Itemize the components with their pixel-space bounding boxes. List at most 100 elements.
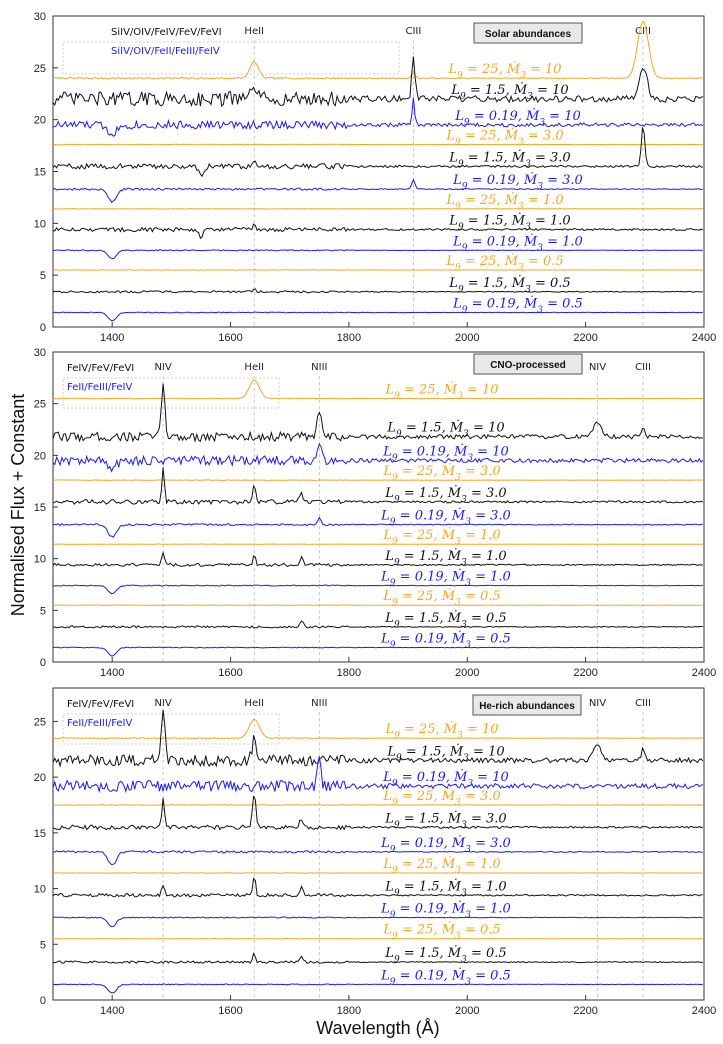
series-label-eq: = xyxy=(471,509,490,524)
series-label-sub: 9 xyxy=(455,263,461,273)
series-label-sub: 3 xyxy=(465,518,471,528)
series-Mdot3-value: 10 xyxy=(488,744,505,759)
series-label-eq: = xyxy=(398,923,417,938)
series-label-sub: 3 xyxy=(525,159,531,169)
series-Mdot3-value: 0.5 xyxy=(562,296,583,311)
series-label-mdot: , Ṁ xyxy=(440,944,462,961)
x-tick-label: 2400 xyxy=(692,1005,716,1017)
series-Mdot3-value: 3.0 xyxy=(562,173,583,188)
series-label-sub: 3 xyxy=(455,866,461,876)
spectrum-line xyxy=(52,516,703,538)
panel-title: CNO-processed xyxy=(490,360,566,371)
series-label: L9 = 1.5, Ṁ3 = 1.0 xyxy=(448,212,570,233)
series-label-mdot: , Ṁ xyxy=(496,191,518,208)
legend-line-2: SiIV/OIV/FeII/FeIII/FeIV xyxy=(111,46,220,57)
series-label: L9 = 0.19, Ṁ3 = 10 xyxy=(382,443,509,464)
series-label-sub: 9 xyxy=(394,392,400,402)
series-label-eq: = xyxy=(467,879,486,894)
x-tick-label: 1800 xyxy=(337,667,361,679)
series-label-mdot: , Ṁ xyxy=(436,720,458,737)
series-label-eq: = xyxy=(467,486,486,501)
series-label-sub: 3 xyxy=(465,977,471,987)
series-label-sub: 9 xyxy=(455,202,461,212)
series-Mdot3-value: 10 xyxy=(552,83,569,98)
series-L9-value: 25 xyxy=(479,193,497,208)
panel-title: He-rich abundances xyxy=(479,701,575,712)
series-L9-value: 0.19 xyxy=(415,570,444,585)
series-Mdot3-value: 1.0 xyxy=(562,234,583,249)
series-label-sub: 9 xyxy=(394,820,400,830)
y-tick-label: 5 xyxy=(40,270,46,282)
series-label-eq: = xyxy=(461,789,480,804)
spectrum-line xyxy=(52,718,703,740)
series-label-mdot: , Ṁ xyxy=(433,787,455,804)
spectrum-line xyxy=(52,983,703,994)
series-label-sub: 3 xyxy=(461,888,467,898)
series-label-eq: = xyxy=(400,549,419,564)
series-label: L9 = 0.19, Ṁ3 = 0.5 xyxy=(380,966,511,987)
legend-box xyxy=(62,713,280,745)
line-id-label: NIV xyxy=(154,362,171,373)
series-label-eq: = xyxy=(471,968,490,983)
series-label-eq: = xyxy=(463,383,482,398)
spectrum-line xyxy=(52,952,703,964)
panel-3: NIV HeII NIII NIV CIII 1400 1600 1800 2000 2200 24… xyxy=(34,687,716,1017)
series-Mdot3-value: 1.0 xyxy=(490,570,511,585)
spectrum-line xyxy=(52,249,703,260)
series-label-mdot: , Ṁ xyxy=(440,809,462,826)
y-tick-label: 5 xyxy=(40,605,46,617)
y-tick-label: 10 xyxy=(34,884,46,896)
series-label-eq: = xyxy=(543,234,562,249)
legend-line-2: FeII/FeIII/FeIV xyxy=(67,718,133,729)
series-label-sub: 9 xyxy=(462,305,468,315)
series-label-prefix: L xyxy=(384,946,394,961)
series-label-eq: = xyxy=(463,62,482,77)
spectrum-line xyxy=(52,379,703,400)
series-label-prefix: L xyxy=(384,549,394,564)
series-L9-value: 0.19 xyxy=(487,296,516,311)
series-Mdot3-value: 3.0 xyxy=(490,836,511,851)
line-id-label: NIII xyxy=(311,698,327,709)
series-label-prefix: L xyxy=(380,570,390,585)
series-label-sub: 9 xyxy=(390,845,396,855)
series-L9-value: 1.5 xyxy=(419,486,440,501)
series-label-sub: 9 xyxy=(455,138,461,148)
series-label-prefix: L xyxy=(382,464,392,479)
series-label-mdot: , Ṁ xyxy=(436,381,458,398)
series-label-eq: = xyxy=(471,836,490,851)
series-label-sub: 9 xyxy=(394,620,400,630)
series-L9-value: 1.5 xyxy=(419,549,440,564)
series-label-mdot: , Ṁ xyxy=(499,60,521,77)
x-tick-label: 1400 xyxy=(100,332,124,344)
title-box-frame xyxy=(472,694,582,716)
series-Mdot3-value: 10 xyxy=(482,383,499,398)
series-L9-value: 1.5 xyxy=(483,150,504,165)
series-label-eq: = xyxy=(400,611,419,626)
series-label-sub: 3 xyxy=(527,92,533,102)
series-label-sub: 9 xyxy=(394,731,400,741)
series-L9-value: 0.19 xyxy=(487,173,516,188)
series-Mdot3-value: 1.0 xyxy=(490,902,511,917)
series-label-eq: = xyxy=(398,589,417,604)
plot-frame xyxy=(52,15,705,328)
series-label-eq: = xyxy=(461,193,480,208)
series-label-eq: = xyxy=(464,276,483,291)
series-Mdot3-value: 3.0 xyxy=(480,789,501,804)
series-label: L9 = 1.5, Ṁ3 = 10 xyxy=(386,742,504,763)
series-label-eq: = xyxy=(400,811,419,826)
series-label-mdot: , Ṁ xyxy=(504,148,526,165)
series-label-sub: 3 xyxy=(461,820,467,830)
series-label-sub: 9 xyxy=(396,753,402,763)
series-label-prefix: L xyxy=(382,857,392,872)
x-tick-label: 2000 xyxy=(455,332,479,344)
series-L9-value: 1.5 xyxy=(419,879,440,894)
series-label-sub: 3 xyxy=(539,118,545,128)
y-tick-label: 20 xyxy=(34,450,46,462)
spectrum-line xyxy=(52,804,703,806)
series-label-sub: 3 xyxy=(463,430,469,440)
series-label-prefix: L xyxy=(452,296,462,311)
series-label-eq: = xyxy=(461,589,480,604)
series-label-prefix: L xyxy=(448,150,458,165)
series-L9-value: 0.19 xyxy=(415,509,444,524)
series-L9-value: 25 xyxy=(416,857,434,872)
